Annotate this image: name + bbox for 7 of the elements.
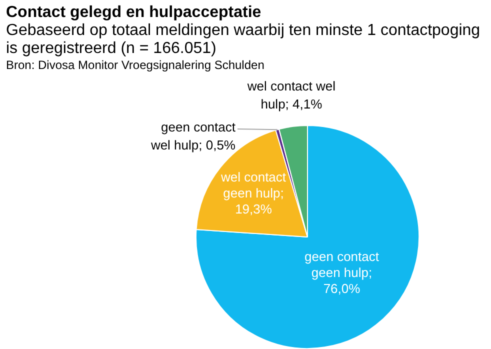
- text: Bron: Divosa Monitor Vroegsignalering Schulden: [6, 58, 266, 73]
- slice-label: geen contact geen hulp; 76,0%: [304, 249, 380, 296]
- slice-label: wel contact geen hulp; 19,3%: [220, 169, 286, 216]
- chart-title: Contact gelegd en hulpacceptatie: [6, 3, 262, 22]
- chart-subtitle: Gebaseerd op totaal meldingen waarbij ten minste 1 contactpoging is geregistreerd (n = 166.051): [6, 22, 482, 58]
- slice-label: wel contact wel hulp; 4,1%: [246, 78, 336, 112]
- slice-label: geen contact wel hulp; 0,5%: [150, 120, 236, 153]
